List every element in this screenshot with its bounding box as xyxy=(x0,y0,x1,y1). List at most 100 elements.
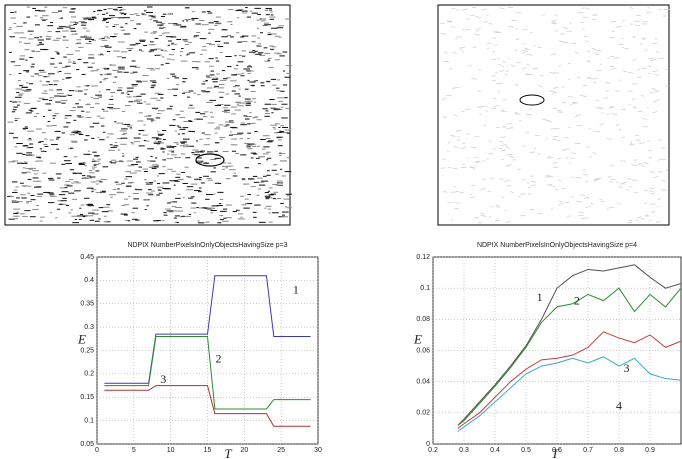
noise-dash xyxy=(548,155,552,158)
x-tick-label: 0.7 xyxy=(583,447,593,454)
noise-dash xyxy=(577,11,584,14)
noise-dash xyxy=(553,21,556,24)
noise-dash xyxy=(629,23,634,26)
noise-dash xyxy=(514,111,518,114)
noise-dash xyxy=(606,113,610,115)
noise-dash xyxy=(606,208,609,210)
noise-dash xyxy=(599,123,605,126)
noise-dash xyxy=(475,29,479,32)
noise-dash xyxy=(533,147,537,150)
noise-dash xyxy=(610,21,617,23)
noise-dash xyxy=(652,70,658,72)
noise-dash xyxy=(475,16,481,19)
noise-dash xyxy=(650,91,654,94)
noise-dash xyxy=(443,60,450,63)
noise-dash xyxy=(574,142,581,144)
noise-dash xyxy=(500,149,507,152)
y-tick-label: 0.3 xyxy=(84,324,94,331)
noise-dash xyxy=(486,47,490,50)
noise-dash xyxy=(648,156,653,159)
noise-dash xyxy=(631,164,637,167)
noise-dash xyxy=(474,216,479,219)
series-line xyxy=(104,335,311,410)
noise-dash xyxy=(648,149,652,152)
noise-dash xyxy=(584,7,591,10)
noise-dash xyxy=(558,203,564,205)
noise-dash xyxy=(632,35,636,38)
noise-dash xyxy=(650,59,657,61)
noise-dash xyxy=(599,198,603,201)
series-line xyxy=(457,287,682,426)
noise-dash xyxy=(447,141,451,144)
noise-dash xyxy=(652,42,658,45)
noise-dash xyxy=(481,8,488,11)
noise-dash xyxy=(582,27,585,30)
noise-dash xyxy=(469,14,475,17)
noise-dash xyxy=(586,50,591,53)
chart-title: NDPIX NumberPixelsInOnlyObjectsHavingSiz… xyxy=(127,242,287,249)
noise-dash xyxy=(655,99,660,102)
noise-dash xyxy=(582,169,587,172)
noise-dash xyxy=(585,197,590,199)
noise-dash xyxy=(492,147,496,150)
noise-dash xyxy=(509,156,515,159)
noise-dash xyxy=(552,138,558,141)
noise-dash xyxy=(569,103,573,105)
image-right xyxy=(437,4,670,226)
noise-dash xyxy=(653,90,658,93)
noise-dash xyxy=(665,169,669,172)
noise-dash xyxy=(464,108,471,111)
noise-dash xyxy=(448,68,453,70)
noise-dash xyxy=(506,147,510,149)
noise-dash xyxy=(561,101,567,104)
noise-dash xyxy=(575,52,579,54)
noise-dash xyxy=(455,130,462,132)
noise-dash xyxy=(502,61,506,63)
y-tick-label: 0.1 xyxy=(420,285,430,292)
noise-dash xyxy=(584,40,589,43)
noise-dash xyxy=(501,196,505,199)
series-label: 2 xyxy=(216,352,222,366)
noise-dash xyxy=(450,134,455,137)
noise-dash xyxy=(605,138,612,140)
noise-dash xyxy=(477,33,480,36)
noise-dash xyxy=(628,104,631,106)
noise-dash xyxy=(634,20,641,22)
noise-dash xyxy=(605,89,609,92)
noise-dash xyxy=(501,158,505,161)
noise-dash xyxy=(609,180,613,184)
x-tick-label: 0.4 xyxy=(490,447,500,454)
noise-dash xyxy=(552,86,559,89)
noise-dash xyxy=(489,107,496,110)
noise-dash xyxy=(640,95,645,97)
x-tick-label: 10 xyxy=(167,447,175,454)
noise-dash xyxy=(538,101,542,104)
noise-dash xyxy=(496,57,500,60)
noise-dash xyxy=(558,40,564,42)
noise-dash xyxy=(658,139,662,141)
noise-dash xyxy=(653,176,659,179)
noise-dash xyxy=(664,85,669,87)
noise-dash xyxy=(570,176,575,178)
noise-dash xyxy=(483,124,487,127)
noise-dash xyxy=(557,111,563,113)
noise-dash xyxy=(552,162,558,165)
noise-dash xyxy=(610,68,617,70)
y-axis-label: E xyxy=(413,331,422,346)
noise-dash xyxy=(643,162,649,164)
noise-dash xyxy=(609,106,615,108)
noise-dash xyxy=(450,219,454,221)
noise-dash xyxy=(641,118,648,120)
noise-dash xyxy=(625,188,630,191)
noise-dash xyxy=(497,31,502,34)
y-tick-label: 0.2 xyxy=(84,371,94,378)
x-tick-label: 20 xyxy=(240,447,248,454)
noise-dash xyxy=(533,45,536,48)
noise-dash xyxy=(487,190,492,193)
noise-dash xyxy=(572,102,579,104)
noise-dash xyxy=(552,135,559,138)
noise-dash xyxy=(500,110,507,113)
noise-dash xyxy=(526,73,533,76)
noise-dash xyxy=(461,29,466,31)
